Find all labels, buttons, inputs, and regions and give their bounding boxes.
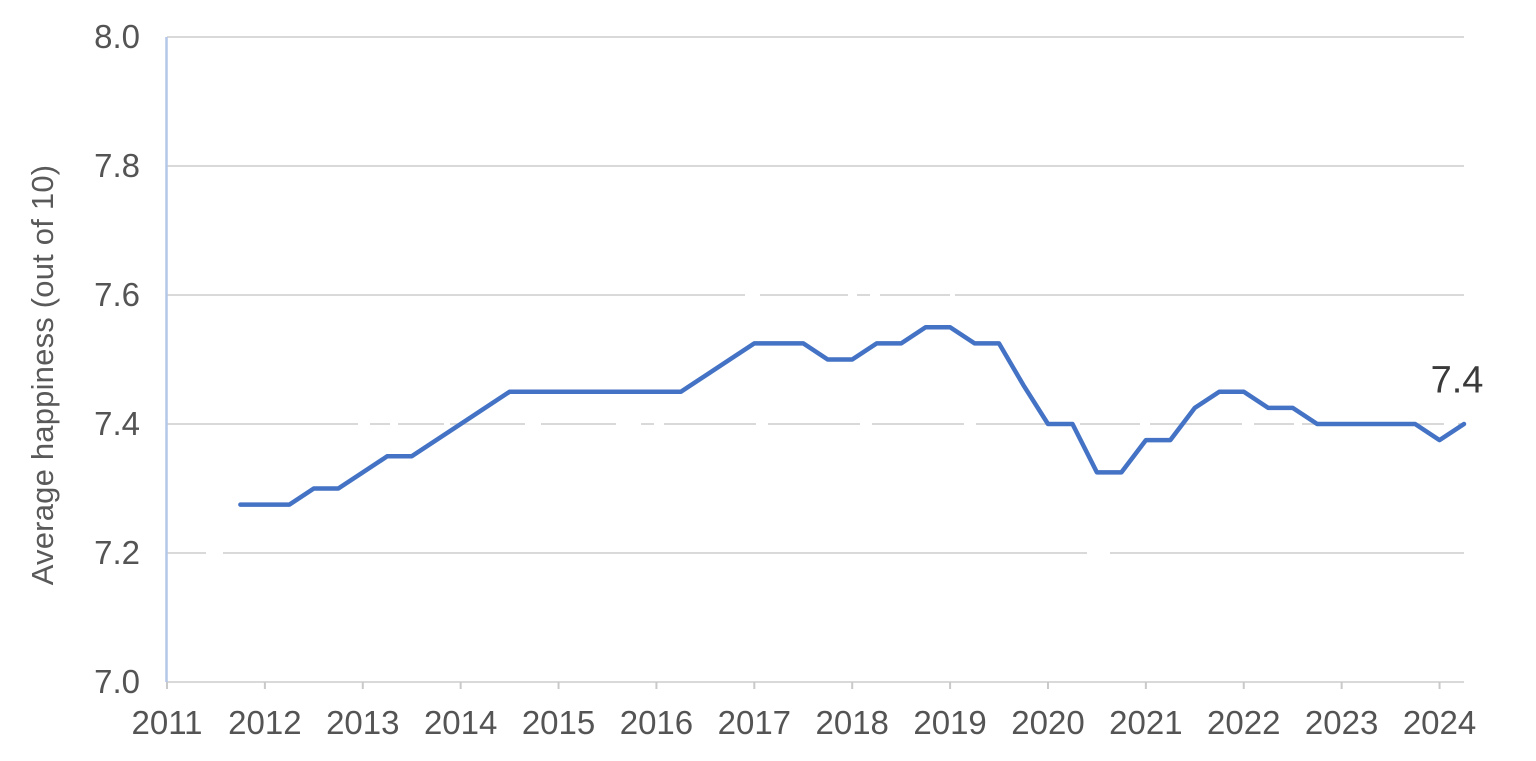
y-tick-label-7.8: 7.8 — [94, 147, 140, 184]
x-tick-label-2024: 2024 — [1403, 704, 1476, 741]
x-tick-label-2023: 2023 — [1305, 704, 1378, 741]
x-tick-label-2017: 2017 — [718, 704, 791, 741]
x-tick-label-2019: 2019 — [913, 704, 986, 741]
last-value-label: 7.4 — [1430, 359, 1484, 402]
x-tick-label-2012: 2012 — [228, 704, 301, 741]
x-tick-label-2021: 2021 — [1109, 704, 1182, 741]
x-tick-label-2018: 2018 — [815, 704, 888, 741]
y-tick-label-7.0: 7.0 — [94, 663, 140, 700]
x-tick-label-2015: 2015 — [522, 704, 595, 741]
x-tick-label-2011: 2011 — [132, 704, 203, 741]
y-tick-label-7.6: 7.6 — [94, 276, 140, 313]
x-tick-label-2016: 2016 — [620, 704, 693, 741]
y-tick-label-8.0: 8.0 — [94, 18, 140, 55]
y-tick-label-7.2: 7.2 — [94, 534, 140, 571]
y-axis-title: Average happiness (out of 10) — [25, 164, 60, 586]
x-tick-label-2020: 2020 — [1011, 704, 1084, 741]
x-tick-label-2013: 2013 — [326, 704, 399, 741]
x-tick-label-2014: 2014 — [424, 704, 497, 741]
x-tick-label-2022: 2022 — [1207, 704, 1280, 741]
happiness-series-line — [238, 325, 1467, 507]
y-tick-label-7.4: 7.4 — [94, 405, 140, 442]
